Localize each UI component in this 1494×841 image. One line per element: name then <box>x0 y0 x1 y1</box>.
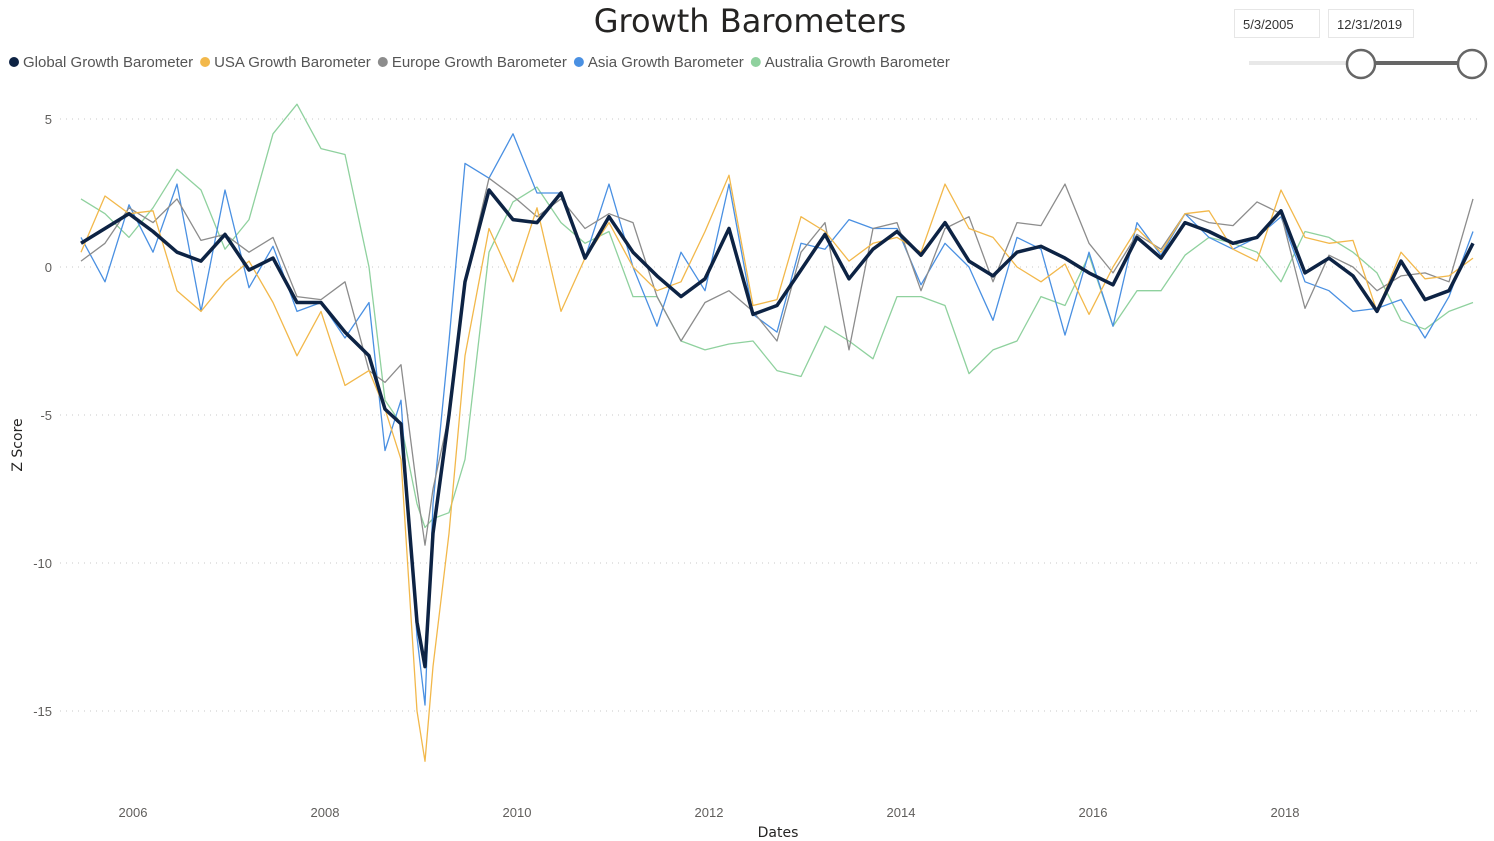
legend-label: Australia Growth Barometer <box>765 54 950 71</box>
x-tick-label: 2014 <box>887 805 916 820</box>
y-tick-label: -5 <box>40 408 52 423</box>
series-line-global-growth-barometer <box>80 188 1475 669</box>
legend-label: Europe Growth Barometer <box>392 54 567 71</box>
legend-marker-icon <box>377 57 388 67</box>
x-axis: 2006 2008 2010 2012 2014 2016 2018 <box>119 805 1300 820</box>
x-tick-label: 2012 <box>695 805 724 820</box>
x-axis-title: Dates <box>758 825 799 841</box>
slider-end-handle[interactable] <box>1456 48 1488 80</box>
y-tick-label: 5 <box>45 112 52 127</box>
legend-marker-icon <box>9 57 19 67</box>
end-date-input[interactable]: 12/31/2019 <box>1328 9 1414 38</box>
series-line-europe-growth-barometer <box>80 177 1474 546</box>
y-axis-title: Z Score <box>10 418 26 471</box>
y-axis: 5 0 -5 -10 -15 <box>33 112 52 719</box>
start-date-input[interactable]: 5/3/2005 <box>1234 9 1320 38</box>
legend: Global Growth Barometer USA Growth Barome… <box>9 54 950 71</box>
legend-label: Global Growth Barometer <box>23 54 193 71</box>
y-tick-label: -10 <box>33 556 52 571</box>
legend-label: USA Growth Barometer <box>214 54 371 71</box>
legend-marker-icon <box>200 57 211 67</box>
slider-start-handle[interactable] <box>1345 48 1377 80</box>
legend-marker-icon <box>750 57 761 67</box>
legend-marker-icon <box>573 57 584 67</box>
series-line-asia-growth-barometer <box>80 133 1474 706</box>
x-tick-label: 2018 <box>1271 805 1300 820</box>
legend-item[interactable]: Australia Growth Barometer <box>750 54 950 71</box>
legend-item[interactable]: Europe Growth Barometer <box>377 54 567 71</box>
series-line-usa-growth-barometer <box>80 174 1474 762</box>
x-tick-label: 2010 <box>503 805 532 820</box>
series-line-australia-growth-barometer <box>80 103 1474 529</box>
y-tick-label: 0 <box>45 260 52 275</box>
gridlines <box>60 118 1480 712</box>
chart-title: Growth Barometers <box>594 2 907 40</box>
x-tick-label: 2008 <box>311 805 340 820</box>
legend-item[interactable]: Asia Growth Barometer <box>573 54 744 71</box>
legend-label: Asia Growth Barometer <box>588 54 744 71</box>
date-range-slider[interactable] <box>1249 48 1488 80</box>
x-tick-label: 2016 <box>1079 805 1108 820</box>
series-lines <box>80 103 1475 762</box>
legend-item[interactable]: Global Growth Barometer <box>9 54 193 71</box>
y-tick-label: -15 <box>33 704 52 719</box>
x-tick-label: 2006 <box>119 805 148 820</box>
legend-item[interactable]: USA Growth Barometer <box>200 54 371 71</box>
